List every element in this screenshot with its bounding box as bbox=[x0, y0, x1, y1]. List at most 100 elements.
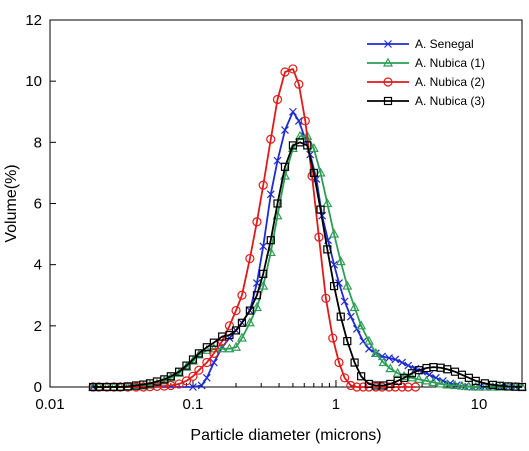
data-point bbox=[385, 363, 396, 373]
data-point bbox=[397, 382, 407, 392]
data-point bbox=[224, 343, 235, 353]
data-point bbox=[109, 382, 119, 392]
data-point bbox=[197, 381, 206, 390]
legend-label: A. Nubica (2) bbox=[415, 75, 485, 89]
data-point bbox=[404, 361, 413, 370]
data-point bbox=[189, 383, 197, 391]
data-point bbox=[335, 279, 343, 287]
data-point bbox=[398, 358, 407, 367]
data-point bbox=[194, 365, 204, 375]
data-point bbox=[266, 190, 275, 199]
y-axis: 0 2 4 6 8 10 12 bbox=[25, 12, 56, 396]
data-point bbox=[487, 381, 498, 391]
data-point bbox=[370, 347, 381, 357]
legend-item: A. Nubica (2) bbox=[367, 75, 485, 89]
data-point bbox=[188, 355, 198, 364]
legend-item: A. Nubica (3) bbox=[367, 94, 485, 108]
data-point bbox=[363, 335, 374, 345]
legend-swatch-marker bbox=[384, 40, 392, 48]
data-point bbox=[336, 312, 345, 321]
data-point bbox=[414, 366, 423, 375]
data-point bbox=[188, 371, 198, 381]
series-4 bbox=[88, 138, 527, 392]
y-tick-label: 4 bbox=[34, 257, 42, 274]
data-point bbox=[266, 134, 276, 144]
data-point bbox=[281, 126, 289, 135]
x-axis: 0.01 0.1 1 10 bbox=[35, 380, 523, 413]
y-axis-title: Volume(%) bbox=[3, 164, 20, 242]
data-point bbox=[329, 281, 339, 291]
series-1 bbox=[89, 107, 520, 391]
legend-swatch-marker bbox=[383, 96, 393, 106]
data-point bbox=[385, 354, 393, 362]
data-point bbox=[175, 367, 184, 376]
data-point bbox=[252, 217, 262, 227]
data-point bbox=[343, 337, 352, 346]
data-point bbox=[166, 372, 175, 381]
data-point bbox=[231, 341, 242, 351]
data-point bbox=[495, 381, 504, 390]
legend-item: A. Senegal bbox=[367, 37, 474, 51]
data-point bbox=[356, 320, 367, 330]
x-tick-label: 0.1 bbox=[183, 396, 204, 413]
series-line bbox=[93, 141, 523, 388]
legend-label: A. Nubica (3) bbox=[415, 94, 485, 108]
data-point bbox=[294, 79, 304, 89]
data-point bbox=[209, 348, 219, 358]
data-point bbox=[329, 228, 340, 238]
data-point bbox=[237, 290, 247, 300]
y-tick-label: 8 bbox=[34, 134, 42, 151]
series-line bbox=[93, 110, 516, 388]
data-point bbox=[287, 143, 298, 153]
data-point bbox=[273, 199, 282, 208]
legend-label: A. Senegal bbox=[415, 37, 474, 51]
legend-label: A. Nubica (1) bbox=[415, 56, 485, 70]
data-point bbox=[335, 256, 346, 266]
data-point bbox=[266, 236, 275, 245]
y-tick-label: 2 bbox=[34, 318, 42, 335]
data-point bbox=[410, 382, 421, 392]
data-point bbox=[294, 117, 303, 125]
y-tick-label: 10 bbox=[25, 73, 42, 90]
data-point bbox=[442, 379, 453, 389]
data-point bbox=[371, 381, 380, 390]
data-point bbox=[350, 358, 359, 367]
data-point bbox=[123, 382, 132, 391]
data-point bbox=[309, 168, 318, 178]
data-point bbox=[258, 180, 268, 190]
data-point bbox=[428, 376, 439, 387]
series-line bbox=[93, 135, 522, 388]
data-point bbox=[328, 333, 338, 343]
data-point bbox=[342, 280, 353, 290]
data-point bbox=[236, 332, 247, 342]
data-point bbox=[181, 376, 192, 386]
data-point bbox=[272, 94, 283, 105]
data-point bbox=[330, 260, 339, 269]
data-point bbox=[259, 242, 268, 251]
data-point bbox=[303, 141, 312, 150]
data-point bbox=[480, 379, 489, 388]
data-point bbox=[237, 318, 247, 327]
data-point bbox=[251, 302, 262, 312]
data-point bbox=[273, 156, 282, 165]
x-axis-title: Particle diameter (microns) bbox=[190, 427, 381, 444]
data-point bbox=[258, 280, 269, 290]
x-tick-label: 1 bbox=[332, 396, 340, 413]
data-point bbox=[88, 382, 98, 392]
data-point bbox=[349, 302, 360, 312]
data-point bbox=[280, 67, 290, 77]
data-point bbox=[202, 373, 211, 382]
data-point bbox=[314, 232, 324, 242]
data-point bbox=[431, 373, 440, 382]
data-point bbox=[463, 381, 474, 391]
data-point bbox=[308, 143, 319, 153]
data-point bbox=[224, 321, 235, 331]
data-point bbox=[449, 380, 461, 390]
data-point bbox=[378, 357, 389, 367]
data-point bbox=[259, 269, 268, 278]
data-point bbox=[403, 382, 413, 392]
data-point bbox=[470, 381, 481, 391]
data-point bbox=[245, 253, 255, 264]
data-point bbox=[443, 365, 452, 374]
